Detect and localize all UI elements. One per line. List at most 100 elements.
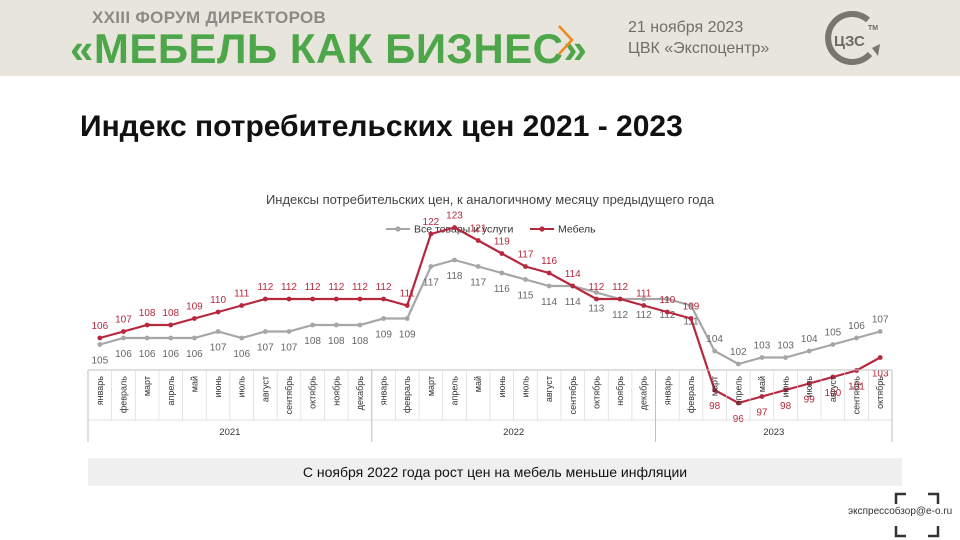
data-label-0-30: 104 bbox=[801, 334, 818, 345]
point-1-20 bbox=[570, 283, 576, 289]
data-label-1-8: 112 bbox=[281, 282, 297, 293]
cpi-chart: Индексы потребительских цен, к аналогичн… bbox=[80, 180, 900, 450]
point-1-0 bbox=[97, 335, 103, 341]
data-label-0-3: 106 bbox=[162, 349, 179, 360]
data-label-0-32: 106 bbox=[848, 321, 865, 332]
czs-logo: ЦЗС TM bbox=[825, 11, 880, 65]
point-0-25 bbox=[688, 303, 694, 308]
data-label-0-28: 103 bbox=[754, 341, 771, 352]
data-label-0-31: 105 bbox=[825, 328, 842, 339]
point-1-22 bbox=[617, 296, 623, 302]
x-tick-label-17: июнь bbox=[497, 376, 507, 398]
data-label-1-31: 100 bbox=[825, 388, 842, 399]
data-label-0-1: 106 bbox=[115, 349, 132, 360]
point-0-11 bbox=[357, 322, 363, 328]
data-label-0-26: 104 bbox=[706, 334, 723, 345]
point-0-19 bbox=[546, 283, 552, 289]
point-0-6 bbox=[239, 335, 245, 341]
point-1-1 bbox=[121, 329, 126, 334]
data-label-0-15: 118 bbox=[447, 271, 463, 282]
point-1-29 bbox=[783, 387, 788, 393]
slide-title: Индекс потребительских цен 2021 - 2023 bbox=[80, 110, 683, 143]
data-label-1-26: 98 bbox=[709, 401, 721, 412]
forum-subtitle: XXIII ФОРУМ ДИРЕКТОРОВ bbox=[92, 8, 327, 27]
data-label-0-24: 112 bbox=[659, 310, 675, 321]
point-0-3 bbox=[168, 335, 174, 341]
point-1-6 bbox=[239, 303, 245, 308]
data-label-1-23: 111 bbox=[636, 289, 652, 300]
legend-marker-1 bbox=[539, 226, 545, 232]
point-1-15 bbox=[452, 225, 457, 230]
data-label-1-10: 112 bbox=[328, 282, 344, 293]
data-label-0-21: 113 bbox=[588, 304, 604, 315]
point-0-14 bbox=[428, 264, 434, 269]
x-tick-label-5: июнь bbox=[213, 376, 223, 398]
point-0-33 bbox=[877, 329, 883, 334]
data-label-0-2: 106 bbox=[139, 349, 156, 360]
data-label-0-17: 116 bbox=[494, 284, 510, 295]
point-0-17 bbox=[499, 270, 505, 276]
data-label-0-14: 117 bbox=[423, 278, 439, 289]
point-1-7 bbox=[262, 296, 268, 302]
x-tick-label-29: июнь bbox=[781, 376, 791, 398]
point-1-2 bbox=[144, 322, 150, 328]
data-label-1-15: 123 bbox=[446, 211, 463, 222]
data-label-1-14: 122 bbox=[423, 217, 440, 228]
svg-text:TM: TM bbox=[868, 25, 878, 32]
point-0-30 bbox=[806, 348, 812, 354]
x-tick-label-23: декабрь bbox=[639, 376, 649, 411]
year-label-2: 2023 bbox=[763, 427, 784, 438]
x-tick-label-24: январь bbox=[662, 376, 672, 406]
data-label-1-19: 116 bbox=[541, 256, 557, 267]
x-tick-label-3: апрель bbox=[166, 376, 176, 406]
point-0-27 bbox=[735, 361, 741, 367]
point-0-21 bbox=[594, 290, 599, 295]
point-1-14 bbox=[428, 231, 434, 237]
x-tick-label-18: июль bbox=[520, 376, 530, 398]
data-label-1-22: 112 bbox=[612, 282, 628, 293]
point-1-4 bbox=[192, 316, 197, 321]
data-label-0-20: 114 bbox=[565, 297, 581, 308]
point-1-24 bbox=[664, 309, 670, 315]
x-tick-label-12: январь bbox=[379, 376, 389, 406]
data-label-0-8: 107 bbox=[281, 343, 298, 354]
data-label-0-29: 103 bbox=[777, 341, 794, 352]
data-label-0-22: 112 bbox=[612, 310, 628, 321]
data-label-1-30: 99 bbox=[804, 395, 816, 406]
point-1-11 bbox=[357, 296, 363, 302]
header-banner: XXIII ФОРУМ ДИРЕКТОРОВ «МЕБЕЛЬ КАК БИЗНЕ… bbox=[0, 0, 960, 76]
x-tick-label-27: апрель bbox=[733, 376, 743, 406]
data-label-0-11: 108 bbox=[352, 336, 369, 347]
x-tick-label-15: апрель bbox=[450, 376, 460, 406]
point-0-15 bbox=[452, 257, 457, 263]
year-label-1: 2022 bbox=[503, 427, 524, 438]
x-tick-label-4: май bbox=[189, 376, 199, 392]
point-1-28 bbox=[759, 394, 765, 399]
x-tick-label-14: март bbox=[426, 376, 436, 396]
data-label-0-16: 117 bbox=[470, 278, 486, 289]
watermark: экспрессобзор@e-o.ru bbox=[848, 492, 958, 538]
x-tick-label-1: февраль bbox=[118, 376, 128, 413]
data-label-0-6: 106 bbox=[233, 349, 250, 360]
event-date: 21 ноября 2023 bbox=[628, 19, 744, 36]
point-1-27 bbox=[735, 400, 741, 406]
point-0-18 bbox=[523, 277, 528, 282]
data-label-1-2: 108 bbox=[139, 308, 156, 319]
data-label-0-9: 108 bbox=[304, 336, 321, 347]
conclusion-banner: С ноября 2022 года рост цен на мебель ме… bbox=[88, 458, 902, 486]
x-tick-label-7: август bbox=[260, 376, 270, 402]
point-1-26 bbox=[712, 387, 718, 393]
x-tick-label-26: март bbox=[710, 376, 720, 396]
point-0-23 bbox=[641, 296, 647, 302]
point-1-18 bbox=[523, 264, 528, 269]
point-0-31 bbox=[830, 342, 836, 347]
x-tick-label-21: октябрь bbox=[591, 376, 601, 409]
point-1-13 bbox=[404, 303, 410, 308]
point-1-10 bbox=[333, 296, 339, 302]
legend-marker-0 bbox=[395, 226, 401, 232]
point-0-29 bbox=[783, 355, 788, 360]
x-tick-label-32: сентябрь bbox=[852, 376, 862, 415]
data-label-1-27: 96 bbox=[733, 414, 745, 425]
x-tick-label-9: октябрь bbox=[308, 376, 318, 409]
